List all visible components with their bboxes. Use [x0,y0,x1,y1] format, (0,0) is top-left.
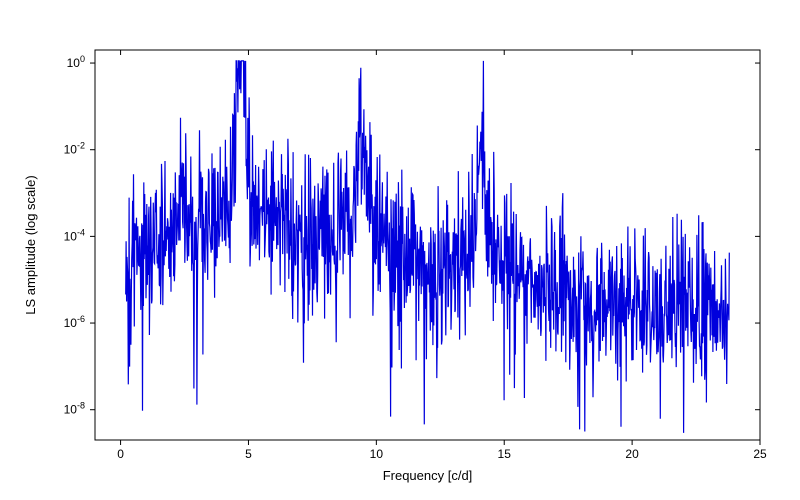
y-tick-label: 10-8 [64,401,85,417]
y-tick-label: 10-4 [64,227,85,243]
x-axis-label: Frequency [c/d] [383,468,473,483]
y-axis-label: LS amplitude (log scale) [23,175,38,314]
y-tick-label: 10-2 [64,141,85,157]
x-tick-label: 0 [117,447,124,461]
x-tick-label: 5 [245,447,252,461]
y-tick-label: 100 [67,54,85,70]
x-tick-label: 10 [370,447,384,461]
x-tick-label: 20 [625,447,639,461]
y-tick-label: 10-6 [64,314,85,330]
x-tick-label: 25 [753,447,767,461]
periodogram-chart: 0 5 10 15 20 25 10-8 10-6 10-4 10-2 100 Frequency… [0,0,800,500]
x-tick-label: 15 [498,447,512,461]
